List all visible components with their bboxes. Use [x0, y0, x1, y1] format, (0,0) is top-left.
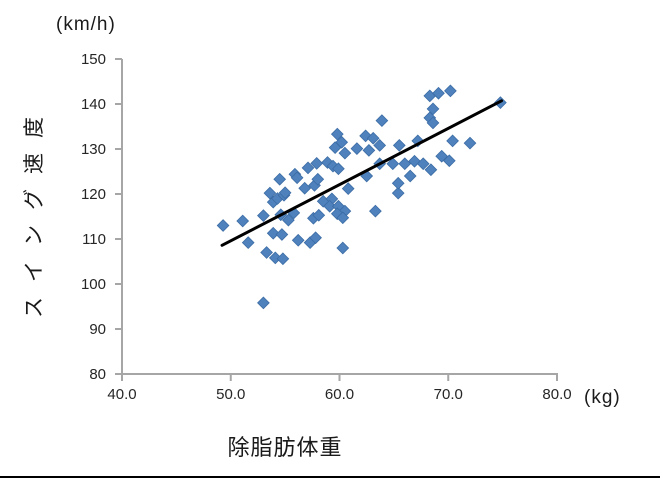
data-point — [257, 209, 270, 222]
data-point — [362, 144, 376, 157]
data-point — [442, 154, 456, 168]
y-tick-label: 90 — [89, 321, 106, 338]
data-point — [403, 169, 417, 183]
y-tick-label: 150 — [81, 51, 106, 68]
data-point — [386, 157, 400, 171]
data-point — [268, 251, 282, 265]
data-point — [260, 246, 273, 259]
data-point — [373, 139, 387, 152]
data-point — [335, 135, 349, 149]
data-point — [392, 139, 406, 152]
x-tick-label: 40.0 — [107, 386, 136, 403]
data-point — [350, 142, 364, 155]
data-point — [276, 252, 290, 266]
data-point — [332, 162, 345, 176]
y-axis-title: スイング速度 — [23, 102, 46, 318]
data-point — [446, 134, 459, 148]
data-point — [263, 186, 277, 200]
y-tick-label: 120 — [81, 186, 106, 203]
data-point — [278, 186, 292, 200]
trend-line — [220, 99, 504, 247]
data-point — [338, 146, 352, 160]
data-point — [341, 182, 355, 195]
data-point — [416, 157, 430, 171]
data-point — [426, 116, 440, 130]
data-point — [291, 233, 305, 247]
x-axis-unit-label: (kg) — [584, 387, 621, 408]
y-axis-unit-label: (km/h) — [56, 14, 116, 35]
data-point — [310, 157, 324, 170]
data-point — [216, 219, 230, 232]
data-point — [312, 208, 326, 222]
data-point — [424, 163, 438, 177]
data-point — [375, 114, 389, 127]
data-point — [301, 161, 315, 175]
data-point — [323, 199, 337, 213]
x-tick-label: 70.0 — [434, 386, 463, 403]
bottom-border-line — [0, 476, 660, 478]
data-point — [273, 172, 287, 186]
x-axis-title: 除脂肪体重 — [227, 435, 343, 460]
data-point — [336, 241, 350, 255]
y-tick-label: 130 — [81, 141, 106, 158]
data-point — [391, 186, 405, 200]
y-tick-label: 110 — [82, 231, 106, 248]
data-point — [309, 231, 322, 245]
data-point — [282, 213, 295, 227]
data-point — [298, 181, 312, 195]
data-point — [311, 172, 325, 186]
data-point — [444, 84, 457, 98]
data-point — [336, 211, 350, 225]
data-point — [398, 157, 412, 171]
data-point — [241, 236, 255, 249]
data-point — [366, 131, 380, 145]
data-point — [275, 228, 289, 241]
y-tick-label: 80 — [89, 366, 106, 383]
data-point — [391, 176, 405, 190]
data-point — [330, 127, 344, 141]
data-point — [463, 136, 477, 150]
x-tick-label: 80.0 — [542, 386, 571, 403]
y-tick-label: 140 — [81, 96, 106, 113]
data-point — [426, 102, 440, 116]
data-point — [290, 171, 304, 185]
data-point — [369, 204, 382, 218]
x-tick-label: 60.0 — [325, 386, 354, 403]
data-point — [432, 86, 445, 100]
data-point — [236, 214, 250, 228]
x-tick-label: 50.0 — [216, 386, 245, 403]
data-point — [257, 296, 270, 310]
y-tick-label: 100 — [81, 276, 106, 293]
data-point — [266, 226, 280, 240]
